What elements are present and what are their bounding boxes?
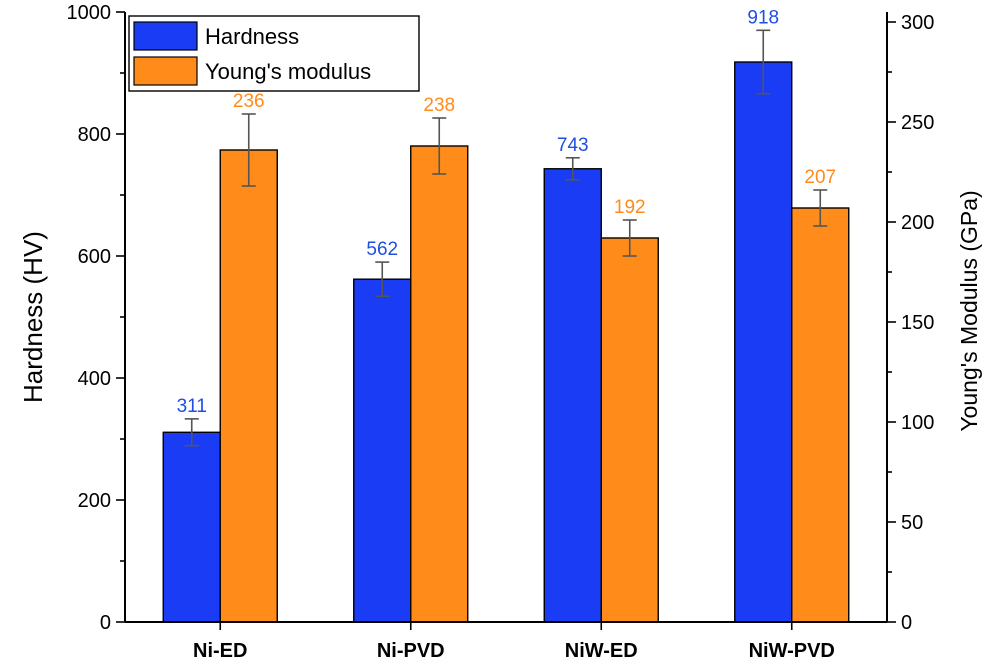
x-tick-label: NiW-PVD: [749, 640, 835, 662]
bar-youngs-modulus-ni-pvd: [410, 145, 469, 623]
y-tick-label-right: 0: [901, 612, 912, 634]
data-label: 918: [747, 7, 779, 28]
y-tick-label-left: 600: [78, 246, 111, 268]
bar-youngs-modulus-niw-pvd: [791, 207, 850, 623]
y-tick-label-left: 0: [100, 612, 111, 634]
data-label: 236: [233, 91, 265, 112]
error-bars-layer: [184, 29, 828, 447]
data-labels-layer: 311 236 562 238 743 192 918 207: [177, 7, 837, 417]
y-tick-label-left: 200: [78, 490, 111, 512]
y-tick-label-right: 100: [901, 412, 934, 434]
y-tick-label-left: 800: [78, 124, 111, 146]
ticks-layer: Ni-ED Ni-PVD NiW-ED NiW-PVD 0 200 400 600 800 100…: [67, 2, 935, 662]
x-tick-label: Ni-PVD: [377, 640, 445, 662]
bar-hardness-ni-ed: [162, 431, 221, 623]
legend-swatch-youngs-modulus: [133, 56, 198, 86]
data-label: 192: [614, 197, 646, 218]
y-tick-label-right: 300: [901, 12, 934, 34]
legend-label: Hardness: [205, 24, 299, 49]
data-label: 562: [366, 239, 398, 260]
data-label: 238: [423, 95, 455, 116]
bar-hardness-niw-ed: [543, 168, 602, 623]
y-tick-label-right: 200: [901, 212, 934, 234]
y-tick-label-left: 1000: [67, 2, 112, 24]
y-tick-label-right: 150: [901, 312, 934, 334]
bar-youngs-modulus-ni-ed: [219, 149, 278, 623]
y-tick-label-right: 50: [901, 512, 923, 534]
data-label: 743: [557, 135, 589, 156]
bars-layer: [162, 61, 850, 623]
bar-hardness-ni-pvd: [353, 278, 412, 623]
data-label: 311: [177, 396, 207, 417]
y-axis-label-left: Hardness (HV): [18, 231, 48, 403]
data-label: 207: [804, 167, 836, 188]
x-tick-label: Ni-ED: [193, 640, 247, 662]
bar-youngs-modulus-niw-ed: [600, 237, 659, 623]
legend: Hardness Young's modulus: [128, 15, 420, 92]
y-tick-label-left: 400: [78, 368, 111, 390]
bar-hardness-niw-pvd: [734, 61, 793, 623]
y-axis-label-right: Young's Modulus (GPa): [956, 190, 982, 431]
y-tick-label-right: 250: [901, 112, 934, 134]
x-tick-label: NiW-ED: [565, 640, 638, 662]
legend-label: Young's modulus: [205, 59, 371, 84]
legend-swatch-hardness: [133, 21, 198, 51]
